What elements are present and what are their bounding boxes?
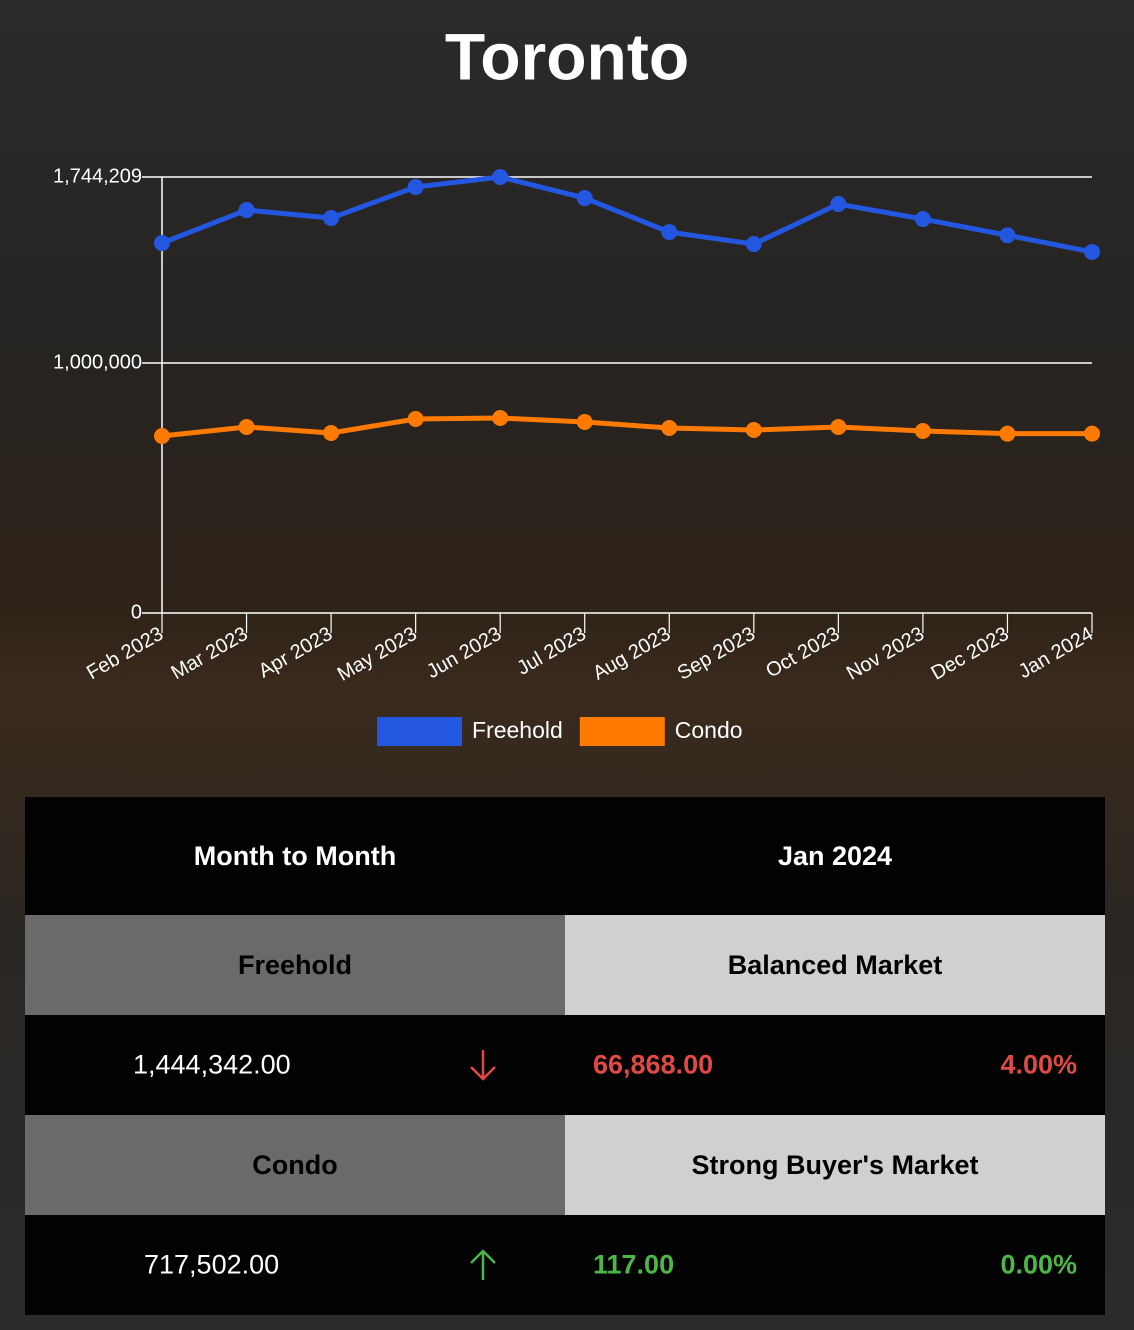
point [830,419,847,436]
x-tick-label: Sep 2023 [674,623,759,685]
point [914,211,931,228]
percent: 0.00% [1000,1249,1077,1280]
x-tick-label: Jul 2023 [513,623,589,680]
point [576,414,593,431]
point [1084,243,1100,260]
section-row: Freehold Balanced Market [25,915,1105,1015]
x-tick-label: Jun 2023 [423,623,505,683]
x-tick-label: Apr 2023 [255,623,336,683]
section-name: Condo [25,1115,565,1215]
point [999,425,1016,442]
point [914,423,931,440]
change: 117.00 [593,1249,675,1280]
change: 66,868.00 [593,1049,714,1080]
section-row: Condo Strong Buyer's Market [25,1115,1105,1215]
point [745,236,762,253]
market-status: Strong Buyer's Market [565,1115,1105,1215]
section-name: Freehold [25,915,565,1015]
x-tick-label: Oct 2023 [762,623,843,683]
point [830,196,847,213]
point [576,190,593,207]
market-status: Balanced Market [565,915,1105,1015]
point [492,410,509,427]
legend-label: Freehold [472,717,563,743]
point [661,224,678,241]
x-tick-label: May 2023 [334,623,421,686]
point [745,422,762,439]
point [238,419,255,436]
header-cell: Month to Month [193,840,397,871]
x-tick-label: Dec 2023 [927,623,1012,685]
header-cell: Jan 2024 [777,840,893,871]
chart-title: Toronto [445,19,689,93]
arrow-up [470,1249,496,1280]
point [323,425,340,442]
summary-table: Month to Month Jan 2024 Freehold Balance… [25,797,1105,1315]
price: 1,444,342.00 [133,1049,291,1080]
legend-swatch [579,717,665,746]
legend-swatch [377,717,462,746]
y-tick-label: 1,744,209 [53,165,142,187]
x-tick-label: Nov 2023 [843,623,928,685]
point [323,210,340,227]
percent: 4.00% [1000,1049,1077,1080]
chart: Toronto 0 1,000,000 1,744,209 Feb 2023 Mar 2… [53,19,1100,746]
x-tick-label: Jan 2024 [1015,623,1097,683]
table-header: Month to Month Jan 2024 [25,797,1105,915]
point [154,428,170,445]
arrow-down [470,1050,496,1081]
series-line [161,415,1093,439]
values-row: 717,502.00 117.00 0.00% [25,1215,1105,1315]
y-tick-label: 1,000,000 [53,351,142,373]
point [238,202,255,219]
point [407,411,424,428]
point [661,420,678,437]
x-tick-label: Feb 2023 [83,623,167,684]
point [1084,425,1100,442]
values-row: 1,444,342.00 66,868.00 4.00% [25,1015,1105,1115]
point [154,235,170,252]
legend-label: Condo [675,717,743,743]
series-line [161,174,1093,255]
point [999,227,1016,244]
point [407,179,424,196]
x-tick-label: Aug 2023 [589,623,674,685]
x-tick-label: Mar 2023 [168,623,252,684]
y-tick-label: 0 [131,601,142,623]
point [492,169,509,185]
price: 717,502.00 [144,1249,280,1280]
